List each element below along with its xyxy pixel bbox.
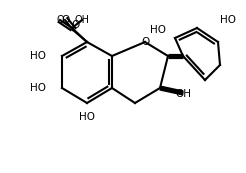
Text: HO: HO	[30, 83, 46, 93]
Text: HO: HO	[30, 51, 46, 61]
Text: O: O	[61, 15, 69, 25]
Text: O: O	[71, 20, 79, 30]
Text: OH: OH	[175, 89, 191, 99]
Text: OH: OH	[75, 15, 90, 25]
Text: HO: HO	[150, 25, 166, 35]
Text: HO: HO	[220, 15, 236, 25]
Text: O: O	[56, 15, 64, 25]
Text: HO: HO	[79, 112, 95, 122]
Text: O: O	[141, 37, 149, 47]
